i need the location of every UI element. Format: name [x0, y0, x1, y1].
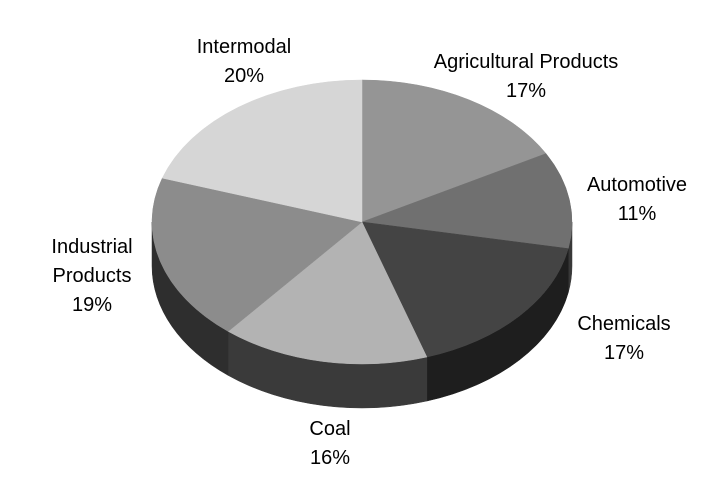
slice-label-agricultural-products: Agricultural Products 17% — [434, 51, 619, 102]
slice-value-coal: 16% — [310, 447, 350, 469]
slice-name-industrial-products: Products — [53, 265, 132, 287]
slice-name-intermodal: Intermodal — [197, 36, 292, 58]
pie-slice-automotive — [361, 153, 573, 249]
slice-value-chemicals: 17% — [604, 342, 644, 364]
slice-value-agricultural-products: 17% — [506, 80, 546, 102]
slice-label-chemicals: Chemicals 17% — [577, 313, 670, 364]
pie-slice-coal — [227, 221, 428, 365]
slice-label-intermodal: Intermodal 20% — [197, 36, 292, 87]
slice-name-industrial-products: Industrial — [51, 236, 132, 258]
slice-labels: Agricultural Products 17% Automotive 11% Che… — [51, 36, 687, 469]
slice-label-automotive: Automotive 11% — [587, 174, 687, 225]
pie-top-layer — [151, 79, 573, 365]
slice-label-coal: Coal 16% — [309, 418, 350, 469]
slice-name-coal: Coal — [309, 418, 350, 440]
slice-value-intermodal: 20% — [224, 65, 264, 87]
slice-value-automotive: 11% — [618, 203, 657, 225]
pie-slice-intermodal — [161, 79, 363, 223]
slice-name-chemicals: Chemicals — [577, 313, 670, 335]
pie-slice-chemicals — [361, 221, 569, 358]
slice-name-agricultural-products: Agricultural Products — [434, 51, 619, 73]
pie-depth-layer — [151, 221, 573, 409]
slice-value-industrial-products: 19% — [72, 294, 112, 316]
slice-name-automotive: Automotive — [587, 174, 687, 196]
pie-slice-industrial-products — [151, 177, 363, 332]
slice-label-industrial-products: Industrial Products 19% — [51, 236, 132, 316]
pie-slice-agricultural-products — [361, 79, 547, 223]
